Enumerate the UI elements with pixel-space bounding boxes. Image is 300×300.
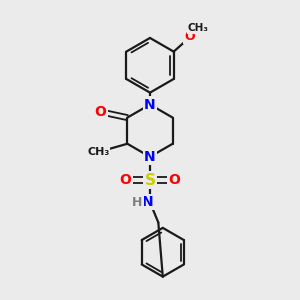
Text: N: N — [144, 98, 156, 112]
Text: CH₃: CH₃ — [188, 23, 209, 33]
Text: O: O — [184, 30, 195, 43]
Text: N: N — [142, 195, 153, 209]
Text: N: N — [144, 150, 156, 164]
Text: S: S — [145, 172, 155, 188]
Text: H: H — [132, 196, 143, 209]
Text: CH₃: CH₃ — [87, 147, 109, 157]
Text: O: O — [120, 173, 132, 187]
Text: O: O — [168, 173, 180, 187]
Text: O: O — [95, 105, 106, 119]
